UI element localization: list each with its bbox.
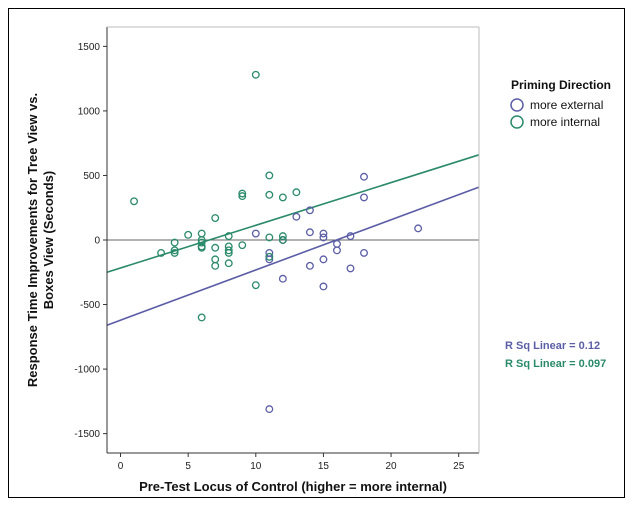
data-point-external (319, 229, 328, 238)
data-point-internal (130, 197, 139, 206)
y-tick-label: -1000 (74, 365, 100, 376)
x-tick-label: 15 (318, 461, 330, 472)
data-point-external (305, 261, 314, 270)
data-point-internal (265, 252, 274, 261)
data-point-internal (224, 248, 233, 257)
y-tick-label: 1000 (78, 106, 101, 117)
x-tick-label: 10 (250, 461, 262, 472)
data-point-external (346, 264, 355, 273)
data-point-internal (211, 243, 220, 252)
data-point-external (360, 193, 368, 202)
data-point-external (319, 282, 328, 291)
chart-frame: -1500 -1000 -500 0 500 1000 1500 0 5 10 15 20 25 Res… (8, 8, 625, 498)
data-point-internal (157, 248, 166, 257)
data-point-internal (238, 241, 247, 250)
legend-title: Priming Direction (511, 78, 611, 92)
data-point-external (360, 248, 368, 257)
x-tick-label: 25 (453, 461, 465, 472)
data-point-external (346, 232, 355, 241)
y-tick-label: -500 (80, 300, 100, 311)
y-tick-label: -1500 (74, 429, 100, 440)
data-point-external (333, 239, 341, 248)
x-tick-label: 5 (185, 461, 191, 472)
data-point-internal (265, 171, 274, 180)
data-point-external (292, 212, 301, 221)
data-point-internal (265, 233, 274, 242)
fit-line-internal (106, 154, 480, 274)
y-tick-label: 500 (83, 171, 100, 182)
data-point-internal (224, 232, 233, 241)
data-point-internal (211, 261, 220, 270)
y-tick-label: 0 (94, 236, 100, 247)
data-point-internal (197, 238, 206, 247)
data-point-external (305, 206, 314, 215)
data-point-external (265, 405, 274, 414)
data-point-internal (170, 248, 179, 257)
y-tick-label: 1500 (78, 42, 101, 53)
data-point-external (265, 255, 274, 264)
data-point-external (251, 229, 260, 238)
data-point-internal (251, 70, 260, 79)
legend-label-internal: more internal (530, 115, 600, 129)
data-point-internal (238, 192, 247, 201)
data-point-internal (170, 246, 179, 255)
data-point-internal (265, 190, 274, 199)
data-point-external (305, 228, 314, 237)
x-axis-label: Pre-Test Locus of Control (higher = more… (139, 479, 447, 494)
data-point-internal (170, 238, 179, 247)
legend-marker-internal (510, 115, 524, 129)
data-point-internal (197, 313, 206, 322)
data-point-external (278, 274, 287, 283)
data-point-external (319, 255, 328, 264)
data-point-internal (278, 193, 287, 202)
data-point-external (414, 224, 423, 233)
legend-label-external: more external (530, 98, 603, 112)
data-point-external (360, 172, 368, 181)
data-point-internal (224, 246, 233, 255)
scatter-chart: -1500 -1000 -500 0 500 1000 1500 0 5 10 15 20 25 Res… (25, 26, 611, 494)
data-point-internal (184, 230, 193, 239)
r-squared-label-internal: R Sq Linear = 0.097 (505, 358, 606, 370)
r-squared-label-external: R Sq Linear = 0.12 (505, 340, 600, 352)
data-point-internal (224, 259, 233, 268)
x-tick-label: 20 (386, 461, 398, 472)
legend: more external more internal (510, 98, 603, 129)
data-point-internal (238, 189, 247, 198)
data-point-internal (292, 188, 301, 197)
data-point-internal (251, 281, 260, 290)
data-point-internal (278, 236, 287, 244)
data-point-internal (197, 243, 206, 252)
y-axis-label-line-2: Boxes View (Seconds) (41, 171, 56, 309)
x-tick-label: 0 (118, 461, 124, 472)
fit-line-external (106, 186, 480, 326)
y-axis-label-line-1: Response Time Improvements for Tree View… (25, 93, 40, 387)
data-point-external (319, 233, 328, 242)
legend-marker-external (510, 98, 524, 112)
data-point-internal (278, 232, 287, 241)
data-point-internal (211, 214, 220, 223)
